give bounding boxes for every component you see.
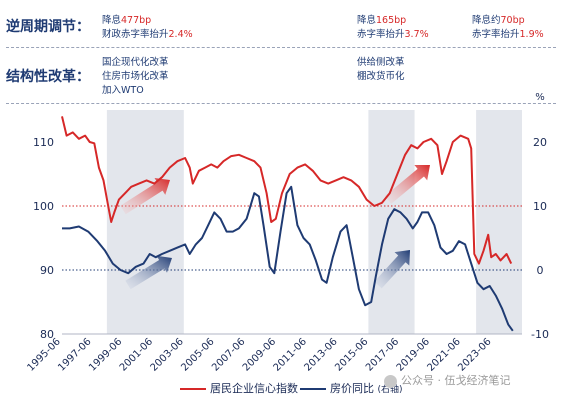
legend-label-house-price: 房价同比 xyxy=(330,382,374,395)
structural-note-1-item: 住房市场化改革 xyxy=(102,71,169,82)
note-period-2: 降息165bp 赤字率抬升3.7% xyxy=(357,14,429,42)
note-3-line1-value: 70bp xyxy=(500,15,525,26)
note-period-3: 降息约70bp 赤字率抬升1.9% xyxy=(472,14,544,42)
legend-swatch-blue xyxy=(300,388,326,390)
left-axis-tick-label: 100 xyxy=(33,200,54,213)
left-axis-tick-label: 80 xyxy=(40,328,54,341)
up-arrow-icon xyxy=(374,250,410,289)
header-divider-bottom xyxy=(6,103,556,104)
structural-note-1: 国企现代化改革 住房市场化改革 加入WTO xyxy=(102,56,169,98)
note-2-line2-value: 3.7% xyxy=(404,29,429,40)
legend-item-confidence: 居民企业信心指数 xyxy=(180,380,298,396)
structural-note-2: 供给侧改革 棚改货币化 xyxy=(357,56,405,84)
right-axis-tick-label: 10 xyxy=(533,200,547,213)
shaded-period-2 xyxy=(368,110,415,334)
series-line-confidence xyxy=(61,116,513,265)
right-axis-tick-label: 20 xyxy=(533,136,547,149)
note-period-1: 降息477bp 财政赤字率抬升2.4% xyxy=(102,14,193,42)
left-axis-tick-label: 90 xyxy=(40,264,54,277)
structural-note-2-item: 棚改货币化 xyxy=(357,71,405,82)
legend-label-confidence: 居民企业信心指数 xyxy=(210,382,298,395)
shaded-period-3 xyxy=(476,110,522,334)
left-axis-tick-label: 110 xyxy=(33,136,54,149)
up-arrow-icon xyxy=(384,165,430,204)
structural-reform-label: 结构性改革： xyxy=(6,69,90,85)
note-2-line2-prefix: 赤字率抬升 xyxy=(357,29,405,40)
watermark: 公众号 · 伍戈经济笔记 xyxy=(384,372,511,388)
legend-item-house-price: 房价同比 (右轴) xyxy=(300,380,403,396)
structural-note-2-item: 供给侧改革 xyxy=(357,57,405,68)
up-arrow-icon xyxy=(120,178,170,215)
right-axis-tick-label: 0 xyxy=(537,264,544,277)
shaded-period-1 xyxy=(106,110,184,334)
legend: 居民企业信心指数 房价同比 (右轴) xyxy=(0,376,562,398)
x-axis-tick-label: 2023-06 xyxy=(456,336,493,373)
note-1-line1-prefix: 降息 xyxy=(102,15,122,26)
structural-note-1-item: 国企现代化改革 xyxy=(102,57,169,68)
note-1-line1-value: 477bp xyxy=(121,15,152,26)
watermark-text: 公众号 · 伍戈经济笔记 xyxy=(401,374,511,387)
note-3-line1-prefix: 降息约 xyxy=(472,15,501,26)
series-line-house-price xyxy=(62,185,514,332)
structural-note-1-item: 加入WTO xyxy=(102,85,144,96)
note-1-line2-prefix: 财政赤字率抬升 xyxy=(102,29,169,40)
up-arrow-icon xyxy=(125,255,172,290)
note-3-line2-value: 1.9% xyxy=(519,29,544,40)
counter-cyclical-label: 逆周期调节： xyxy=(6,19,90,35)
note-2-line1-prefix: 降息 xyxy=(357,15,377,26)
header-divider-top xyxy=(6,47,556,48)
right-axis-tick-label: -10 xyxy=(531,328,549,341)
note-2-line1-value: 165bp xyxy=(376,15,407,26)
right-axis-unit: % xyxy=(535,92,545,103)
legend-swatch-red xyxy=(180,388,206,390)
wechat-icon xyxy=(384,374,397,388)
note-3-line2-prefix: 赤字率抬升 xyxy=(472,29,520,40)
note-1-line2-value: 2.4% xyxy=(168,29,193,40)
legend-label-right-axis: (右轴) xyxy=(377,385,403,395)
